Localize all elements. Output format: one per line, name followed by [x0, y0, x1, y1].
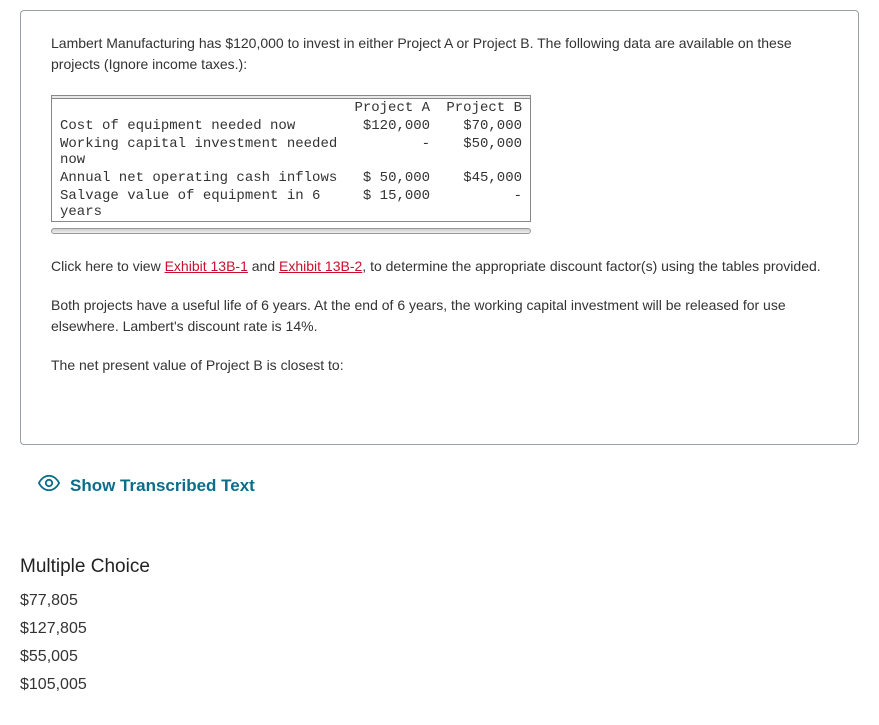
- table-scrollbar-hint: [51, 228, 531, 234]
- row-val-a: $ 15,000: [346, 187, 438, 221]
- question-text: The net present value of Project B is cl…: [51, 355, 828, 376]
- table-row: Annual net operating cash inflows $ 50,0…: [52, 169, 530, 187]
- row-val-b: -: [438, 187, 530, 221]
- mc-heading: Multiple Choice: [20, 556, 859, 578]
- show-transcribed-label: Show Transcribed Text: [70, 476, 255, 496]
- exhibit-mid: and: [248, 258, 279, 274]
- exhibit-link-2[interactable]: Exhibit 13B-2: [279, 258, 362, 274]
- row-val-a: $120,000: [346, 117, 438, 135]
- data-table-container: Project A Project B Cost of equipment ne…: [51, 95, 531, 222]
- multiple-choice-section: Multiple Choice $77,805 $127,805 $55,005…: [20, 556, 859, 694]
- project-data-table: Project A Project B Cost of equipment ne…: [52, 99, 530, 221]
- show-transcribed-button[interactable]: Show Transcribed Text: [38, 475, 859, 496]
- table-row: Salvage value of equipment in 6years $ 1…: [52, 187, 530, 221]
- choice-option[interactable]: $55,005: [20, 648, 859, 666]
- intro-text: Lambert Manufacturing has $120,000 to in…: [51, 33, 828, 75]
- row-label: Cost of equipment needed now: [52, 117, 346, 135]
- row-val-b: $50,000: [438, 135, 530, 169]
- row-label: Working capital investment needednow: [52, 135, 346, 169]
- row-label: Salvage value of equipment in 6years: [52, 187, 346, 221]
- exhibit-link-1[interactable]: Exhibit 13B-1: [165, 258, 248, 274]
- row-val-a: -: [346, 135, 438, 169]
- choice-option[interactable]: $127,805: [20, 620, 859, 638]
- table-row: Cost of equipment needed now $120,000 $7…: [52, 117, 530, 135]
- choice-option[interactable]: $77,805: [20, 592, 859, 610]
- row-label: Annual net operating cash inflows: [52, 169, 346, 187]
- header-blank: [52, 99, 346, 117]
- row-val-b: $70,000: [438, 117, 530, 135]
- question-container: Lambert Manufacturing has $120,000 to in…: [20, 10, 859, 445]
- exhibit-post: , to determine the appropriate discount …: [362, 258, 820, 274]
- table-header-row: Project A Project B: [52, 99, 530, 117]
- header-project-b: Project B: [438, 99, 530, 117]
- row-val-a: $ 50,000: [346, 169, 438, 187]
- header-project-a: Project A: [346, 99, 438, 117]
- table-row: Working capital investment needednow - $…: [52, 135, 530, 169]
- choice-option[interactable]: $105,005: [20, 676, 859, 694]
- exhibit-pre: Click here to view: [51, 258, 165, 274]
- row-val-b: $45,000: [438, 169, 530, 187]
- conditions-paragraph: Both projects have a useful life of 6 ye…: [51, 295, 828, 337]
- eye-icon: [38, 475, 60, 496]
- exhibit-paragraph: Click here to view Exhibit 13B-1 and Exh…: [51, 256, 828, 277]
